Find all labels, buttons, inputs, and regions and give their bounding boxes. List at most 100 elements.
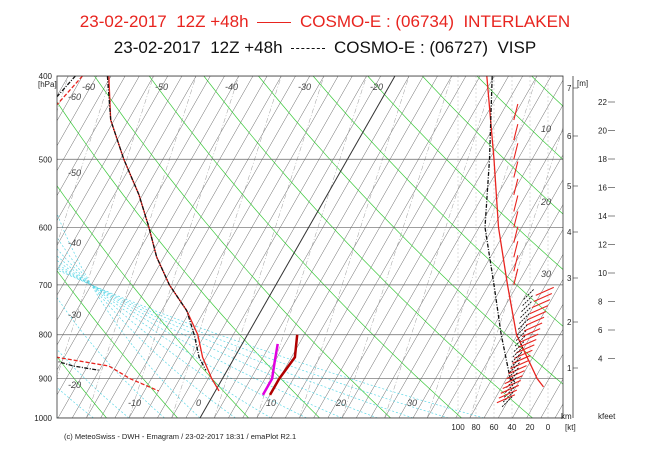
wind-barb bbox=[501, 396, 513, 408]
wind-barb bbox=[519, 313, 530, 324]
kfeet-tick-label: 10 bbox=[598, 269, 607, 278]
isotherm-line bbox=[57, 76, 154, 246]
isotherm-line bbox=[526, 353, 563, 418]
isotherm-line bbox=[469, 253, 563, 418]
pressure-tick-label: 400 bbox=[39, 72, 53, 81]
isotherm-line bbox=[497, 303, 563, 418]
legend-solid-line bbox=[257, 22, 292, 24]
isotherm-line bbox=[256, 76, 452, 418]
wind-barb bbox=[523, 289, 535, 300]
wind-barb bbox=[510, 360, 529, 370]
wind-barb bbox=[522, 295, 533, 306]
wind-barb bbox=[529, 305, 549, 315]
isotherm-line bbox=[57, 76, 254, 418]
kfeet-tick-label: 20 bbox=[598, 127, 607, 136]
isotherm-line bbox=[299, 76, 495, 418]
plot-frame bbox=[56, 75, 564, 419]
isotherm-line bbox=[71, 76, 268, 418]
zero-isotherm bbox=[199, 76, 396, 418]
wind-barb bbox=[514, 335, 526, 347]
wind-barb bbox=[510, 357, 522, 368]
isotherm-line bbox=[341, 76, 538, 418]
isotherm-line bbox=[398, 129, 563, 418]
mixing-ratio-line bbox=[86, 76, 197, 418]
isotherm-label: 30 bbox=[407, 398, 417, 408]
isotherm-line bbox=[284, 76, 481, 418]
wind-barb bbox=[513, 341, 525, 352]
isotherm-label: -40 bbox=[68, 238, 81, 248]
wind-tick-label: 0 bbox=[546, 423, 551, 432]
chart-title-interlaken: 23-02-2017 12Z +48h COSMO-E : (06734) IN… bbox=[0, 12, 650, 32]
isotherm-line bbox=[114, 76, 310, 418]
isotherm-line bbox=[612, 76, 650, 418]
isotherm-line bbox=[57, 76, 197, 321]
kfeet-tick-label: 16 bbox=[598, 184, 607, 193]
isotherm-label: -50 bbox=[155, 82, 168, 92]
wind-barb bbox=[500, 384, 519, 394]
height-tick-label: 4 bbox=[567, 228, 572, 237]
moist-adiabat-line bbox=[57, 259, 343, 418]
isotherm-line bbox=[57, 76, 140, 221]
dry-adiabat-line bbox=[57, 270, 178, 418]
wind-barb bbox=[502, 391, 514, 403]
isotherm-line bbox=[57, 76, 112, 172]
isotherm-label: 20 bbox=[335, 398, 346, 408]
wind-barb bbox=[523, 322, 543, 332]
wind-tick-label: 20 bbox=[526, 423, 535, 432]
isotherm-line bbox=[455, 229, 563, 418]
dry-adiabat-line bbox=[57, 356, 107, 418]
wind-barb bbox=[521, 301, 532, 312]
isotherm-line bbox=[355, 76, 552, 418]
wind-barb bbox=[504, 375, 523, 385]
wind-barb bbox=[502, 379, 521, 390]
isotherm-label: -40 bbox=[225, 82, 238, 92]
isotherm-line bbox=[313, 76, 509, 418]
wind-barb bbox=[535, 286, 554, 296]
isotherm-line bbox=[0, 76, 26, 418]
mixing-ratio-label: 30 bbox=[541, 269, 551, 279]
isotherm-line bbox=[327, 76, 523, 418]
wind-barb bbox=[513, 124, 519, 141]
wind-barb bbox=[513, 195, 519, 212]
wind-barb bbox=[513, 211, 519, 228]
pressure-tick-label: 1000 bbox=[34, 414, 52, 423]
wind-barb bbox=[515, 330, 527, 341]
isotherm-line bbox=[100, 76, 296, 418]
dewpoint-line-interlaken bbox=[57, 76, 159, 392]
wind-tick-label: 100 bbox=[451, 423, 465, 432]
wind-tick-label: 60 bbox=[490, 423, 499, 432]
isotherm-label: -30 bbox=[298, 82, 311, 92]
chart-title-visp: 23-02-2017 12Z +48h COSMO-E : (06727) VI… bbox=[0, 38, 650, 58]
isotherm-line bbox=[213, 76, 410, 418]
pressure-tick-label: 600 bbox=[39, 223, 53, 232]
pressure-tick-label: 800 bbox=[39, 331, 53, 340]
isotherm-label: -20 bbox=[370, 82, 383, 92]
isotherm-line bbox=[242, 76, 438, 418]
isotherm-line bbox=[412, 154, 563, 418]
wind-speed-line-interlaken bbox=[486, 76, 545, 388]
isotherm-line bbox=[57, 76, 183, 296]
pressure-tick-label: 500 bbox=[39, 155, 53, 164]
wind-barb bbox=[531, 299, 551, 309]
isotherm-label: -20 bbox=[68, 380, 81, 390]
kfeet-label: kfeet bbox=[598, 412, 616, 421]
dry-adiabat-line bbox=[367, 76, 563, 270]
wind-barb bbox=[496, 394, 516, 404]
wind-barb bbox=[507, 372, 518, 383]
dry-adiabat-line bbox=[641, 76, 650, 418]
wind-barb bbox=[513, 161, 519, 178]
height-tick-label: 7 bbox=[567, 84, 572, 93]
dry-adiabat-line bbox=[586, 76, 650, 418]
wind-barb bbox=[513, 255, 519, 272]
wind-barb bbox=[516, 344, 535, 354]
plot-area bbox=[0, 76, 650, 418]
wind-unit-label: [kt] bbox=[565, 423, 576, 432]
pressure-tick-label: 700 bbox=[39, 281, 53, 290]
isotherm-line bbox=[142, 76, 339, 418]
mixing-ratio-line bbox=[57, 76, 112, 245]
isotherm-line bbox=[626, 76, 650, 418]
wind-barb bbox=[506, 370, 525, 380]
moist-adiabat-line bbox=[0, 76, 23, 418]
wind-barb bbox=[498, 389, 518, 399]
